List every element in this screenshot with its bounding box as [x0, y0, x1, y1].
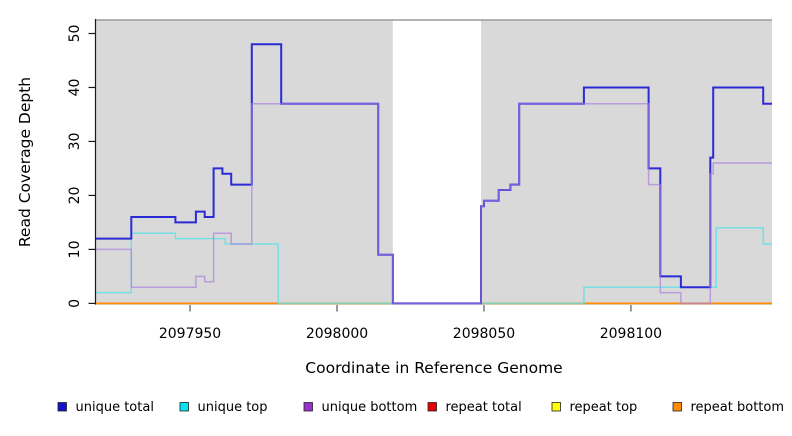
x-tick-label-2098050: 2098050	[453, 326, 515, 342]
y-tick-label-10: 10	[67, 240, 83, 258]
legend-label-unique-total: unique total	[76, 400, 154, 415]
y-tick-label-20: 20	[67, 187, 83, 205]
legend-swatch-repeat-bottom	[672, 402, 682, 412]
x-tick-label-2098000: 2098000	[306, 326, 368, 342]
legend-swatch-repeat-top	[551, 402, 561, 412]
plot-background-left	[96, 20, 393, 305]
legend: unique total unique top unique bottom repea…	[57, 400, 785, 415]
y-tick-label-0: 0	[67, 299, 83, 308]
legend-swatch-unique-bottom	[303, 402, 313, 412]
x-tick-label-2098100: 2098100	[600, 326, 662, 342]
axes-layer: 0 10 20 30 40 50 2097950 2098000 2098050 2098100	[67, 19, 662, 342]
y-tick-label-50: 50	[67, 25, 83, 43]
no-data-gap	[392, 20, 482, 306]
legend-label-unique-bottom: unique bottom	[322, 400, 418, 415]
legend-label-repeat-bottom: repeat bottom	[691, 400, 785, 415]
x-axis-title: Coordinate in Reference Genome	[305, 359, 562, 377]
legend-label-repeat-total: repeat total	[446, 400, 522, 415]
plot-background-layer	[96, 19, 772, 306]
y-tick-label-30: 30	[67, 133, 83, 151]
series-layer	[96, 43, 772, 305]
legend-label-repeat-top: repeat top	[570, 400, 638, 415]
y-axis-title: Read Coverage Depth	[16, 77, 34, 247]
legend-swatch-repeat-total	[427, 402, 437, 412]
series-line-unique-top	[96, 227, 772, 305]
series-line-unique-bottom	[96, 102, 772, 305]
legend-swatch-unique-total	[57, 402, 67, 412]
legend-label-unique-top: unique top	[198, 400, 268, 415]
legend-swatch-unique-top	[179, 402, 189, 412]
y-tick-label-40: 40	[67, 79, 83, 97]
x-tick-label-2097950: 2097950	[159, 326, 221, 342]
